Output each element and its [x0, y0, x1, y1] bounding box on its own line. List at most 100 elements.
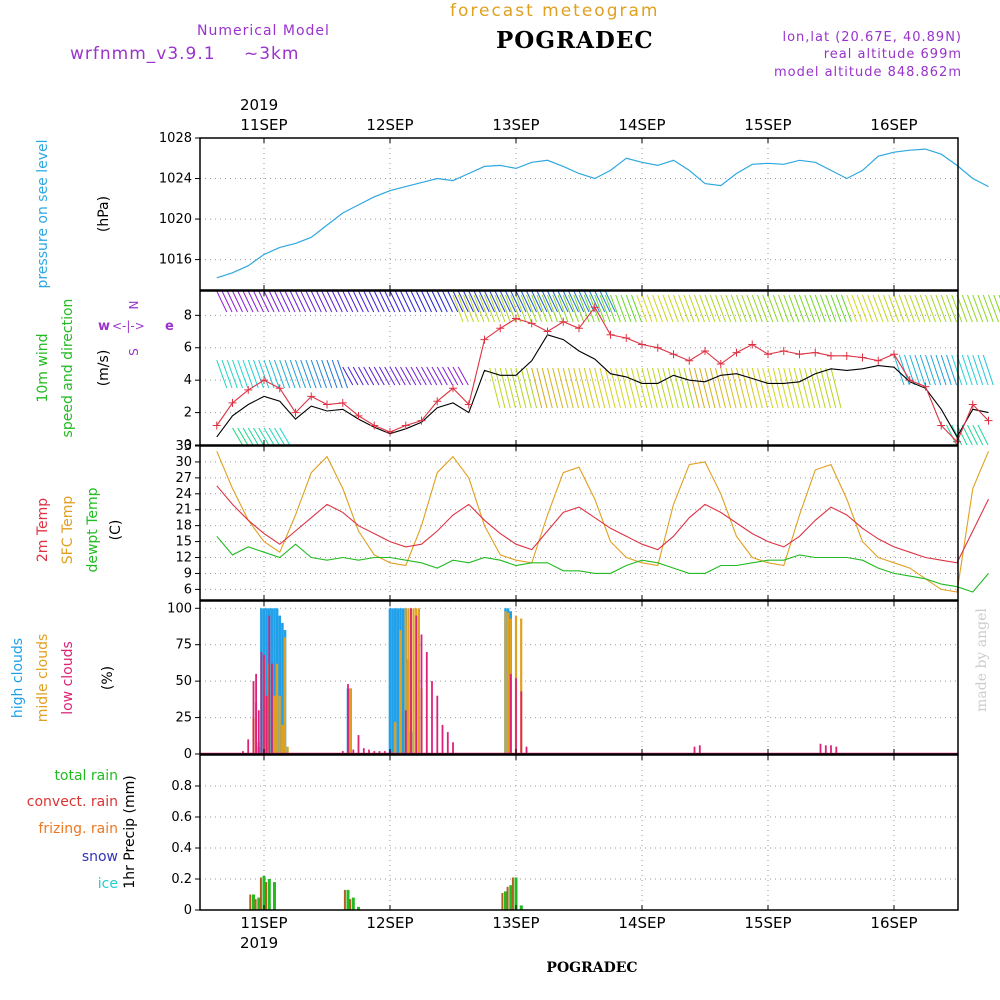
wind-dir-arrow	[683, 367, 695, 409]
wind-dir-arrow	[919, 354, 931, 386]
wind-dir-arrow	[888, 294, 900, 323]
wind-dir-arrow	[746, 294, 758, 323]
ytick-label: 0	[184, 438, 192, 453]
bottom-station: POGRADEC	[546, 960, 637, 976]
wind-dir-arrow	[541, 367, 553, 409]
wind-dir-arrow	[552, 294, 564, 323]
cloud-mid-bar	[407, 608, 410, 754]
wind-dir-arrow	[620, 367, 632, 409]
ytick-label: 0.6	[171, 810, 192, 825]
wind-gust-marker	[811, 348, 820, 357]
cloud-low-bar	[415, 615, 418, 754]
wind-dir-arrow	[757, 367, 768, 409]
wind-dir-arrow	[615, 367, 627, 409]
cloud-low-bar	[520, 691, 523, 754]
precip-conv-bar	[254, 899, 257, 910]
wind-dir-arrow	[373, 366, 385, 386]
wind-dir-arrow	[510, 290, 522, 313]
wind-dir-arrow	[405, 290, 417, 313]
wind-dir-arrow	[909, 354, 921, 386]
wind-dir-arrow	[436, 366, 448, 386]
ytick-label: 18	[175, 519, 192, 534]
wind-dir-arrow	[767, 294, 779, 323]
wind-dir-arrow	[678, 294, 690, 323]
wind-dir-arrow	[715, 367, 726, 409]
wind-dir-arrow	[452, 294, 464, 323]
wind-dir-arrow	[295, 359, 306, 389]
wind-dir-arrow	[242, 290, 254, 313]
wind-dir-arrow	[610, 294, 621, 323]
wind-dir-arrow	[268, 290, 280, 313]
cloud-mid-bar	[507, 612, 510, 754]
bottom-day-label: 14SEP	[618, 914, 665, 932]
cloud-high-bar	[391, 608, 394, 754]
wind-dir-arrow	[331, 359, 343, 389]
wind-dir-arrow	[646, 367, 658, 409]
wind-dir-arrow	[337, 290, 348, 313]
wind-dir-arrow	[536, 290, 548, 313]
panel-frame-pressure	[199, 137, 959, 291]
wind-dir-arrow	[442, 290, 453, 313]
cloud-low-bar	[260, 652, 263, 754]
cloud-low-bar	[268, 615, 271, 754]
cloud-high-bar	[388, 608, 392, 754]
wind-dir-arrow	[442, 366, 453, 386]
wind-dir-arrow	[636, 294, 648, 323]
wind-dir-arrow	[415, 366, 427, 386]
wind-dir-arrow	[604, 290, 616, 313]
wind-dir-arrow	[741, 294, 753, 323]
cloud-high-bar	[393, 608, 397, 754]
wind-dir-arrow	[531, 294, 543, 323]
wind-dir-arrow	[809, 367, 821, 409]
wind-dir-arrow	[232, 427, 243, 446]
wind-dir-arrow	[631, 367, 642, 409]
precip-conv-bar	[265, 882, 268, 910]
wind-dir-arrow	[520, 290, 532, 313]
wind-dir-arrow	[457, 290, 469, 313]
cloud-low-bar	[347, 684, 349, 754]
wind-gust-marker	[543, 327, 552, 336]
wind-dir-arrow	[478, 294, 490, 323]
precip-total-bar	[267, 879, 271, 910]
wind-dir-arrow	[279, 359, 291, 389]
wind-dir-arrow	[746, 367, 758, 409]
wind-gust-marker	[512, 314, 520, 323]
wind-dir-arrow	[914, 294, 926, 323]
wind-dir-arrow	[573, 290, 585, 313]
cloud-low-bar	[693, 746, 696, 754]
wind-dir-arrow	[358, 290, 369, 313]
wind-dir-arrow	[762, 367, 774, 409]
wind-dir-arrow	[379, 290, 390, 313]
wind-dir-arrow	[772, 367, 784, 409]
wind-dir-arrow	[699, 294, 711, 323]
wind-dir-arrow	[268, 427, 280, 446]
cloud-low-bar	[509, 673, 512, 754]
wind-dir-arrow	[583, 290, 595, 313]
cloud-low-bar	[378, 751, 381, 754]
cloud-low-bar	[255, 673, 257, 754]
wind-dir-arrow	[835, 294, 847, 323]
wind-dir-arrow	[368, 290, 380, 313]
wind-dir-arrow	[447, 290, 459, 313]
wind-dir-arrow	[520, 294, 532, 323]
wind-dir-arrow	[841, 294, 852, 323]
wind-dir-arrow	[946, 354, 957, 386]
model-label: Numerical Model	[197, 23, 330, 39]
wind-dir-arrow	[599, 367, 611, 409]
wind-dir-arrow	[379, 366, 390, 386]
wind-gust-marker	[716, 359, 725, 368]
wind-dir-arrow	[736, 294, 747, 323]
wind-dir-arrow	[389, 290, 401, 313]
wind-dir-arrow	[867, 294, 879, 323]
wind-gust-marker	[590, 303, 599, 312]
wind-gust-marker	[212, 421, 221, 430]
wind-gust-marker	[874, 356, 883, 365]
precip-total-bar	[519, 905, 523, 910]
wind-gust-marker	[827, 351, 835, 360]
bottom-day-label: 12SEP	[366, 914, 413, 932]
wind-dir-arrow	[667, 367, 679, 409]
wind-dir-arrow	[862, 294, 873, 323]
cloud-low-bar	[525, 746, 528, 754]
wind-dir-arrow	[573, 294, 585, 323]
wind-dir-arrow	[925, 354, 936, 386]
